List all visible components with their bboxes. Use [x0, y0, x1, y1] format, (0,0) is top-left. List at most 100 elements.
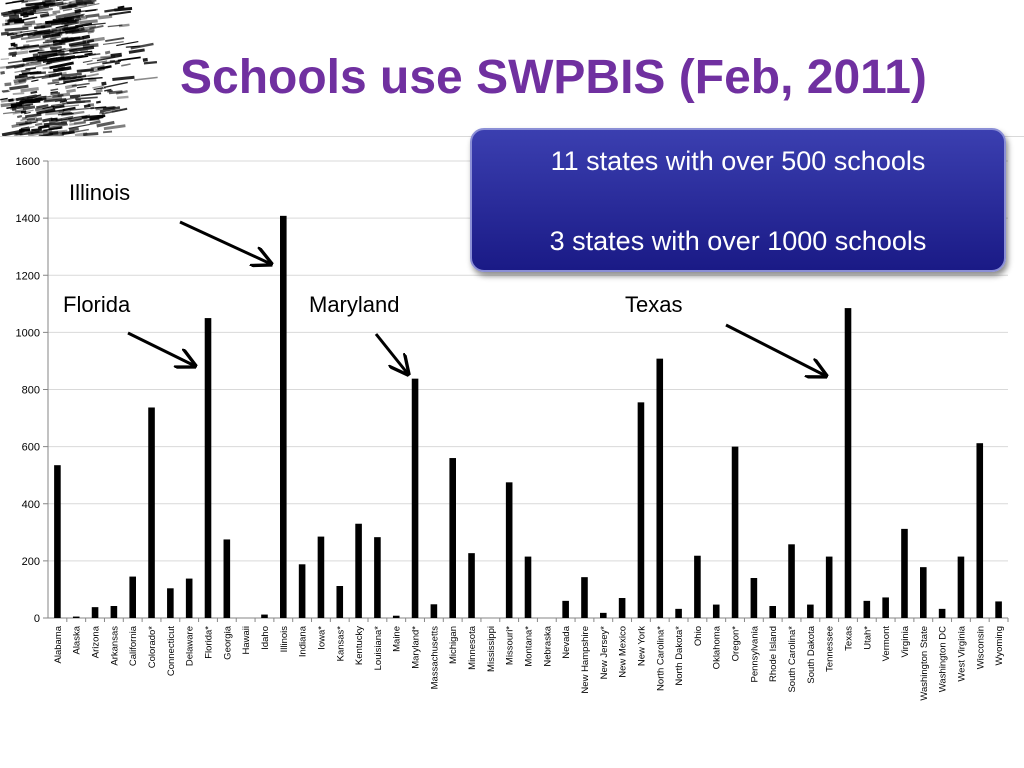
brush-stroke-mark	[46, 37, 57, 42]
brush-stroke-mark	[64, 21, 80, 27]
brush-stroke-mark	[69, 28, 95, 34]
x-tick-label: Washington State	[919, 626, 930, 701]
brush-stroke-mark	[26, 60, 44, 64]
brush-stroke-mark	[142, 57, 148, 62]
x-tick-label: Minnesota	[467, 625, 478, 670]
brush-stroke-mark	[5, 0, 25, 5]
brush-stroke-mark	[74, 8, 82, 14]
brush-stroke-mark	[0, 70, 5, 75]
bar	[261, 614, 268, 618]
slide-title: Schools use SWPBIS (Feb, 2011)	[180, 51, 927, 104]
brush-stroke-mark	[15, 121, 28, 125]
brush-stroke-mark	[90, 64, 105, 70]
brush-stroke-mark	[26, 118, 36, 121]
brush-stroke-mark	[98, 14, 113, 20]
brush-stroke-mark	[27, 34, 36, 38]
annotation-label-florida: Florida	[63, 292, 131, 317]
brush-stroke-mark	[61, 110, 85, 117]
brush-stroke-mark	[85, 9, 97, 13]
brush-stroke-mark	[80, 76, 103, 80]
y-tick-label: 0	[34, 613, 40, 625]
x-tick-label: Virginia	[900, 625, 911, 657]
x-tick-label: Wisconsin	[975, 626, 986, 669]
x-tick-label: Massachusetts	[429, 626, 440, 690]
x-tick-label: West Virginia	[956, 625, 967, 681]
brush-stroke-mark	[19, 121, 37, 126]
brush-stroke-mark	[66, 88, 76, 94]
brush-stroke-mark	[20, 126, 30, 129]
brush-stroke-mark	[35, 117, 43, 122]
brush-stroke-mark	[44, 39, 58, 42]
brush-stroke-mark	[74, 2, 100, 10]
brush-stroke-mark	[143, 60, 158, 65]
brush-stroke-mark	[117, 56, 141, 62]
brush-stroke-mark	[24, 111, 31, 115]
brush-stroke-mark	[44, 0, 52, 3]
bar	[825, 556, 833, 618]
brush-stroke-mark	[91, 56, 115, 60]
brush-stroke-mark	[23, 20, 36, 26]
brush-stroke-mark	[75, 96, 98, 100]
brush-stroke-mark	[15, 94, 38, 102]
brush-stroke-mark	[47, 81, 60, 85]
brush-stroke-mark	[76, 68, 94, 73]
bar	[863, 600, 871, 618]
bar	[731, 446, 739, 619]
bar	[110, 606, 118, 618]
brush-stroke-mark	[11, 107, 17, 111]
bar	[524, 556, 532, 618]
brush-stroke-mark	[86, 60, 108, 66]
brush-stroke-mark	[75, 22, 93, 28]
x-tick-label: Michigan	[448, 626, 459, 664]
brush-stroke-mark	[96, 100, 101, 104]
x-tick-label: Utah*	[862, 626, 873, 650]
brush-stroke-mark	[21, 5, 40, 12]
bar	[72, 616, 80, 618]
x-tick-label: Missouri*	[505, 626, 516, 665]
brush-stroke-mark	[34, 122, 43, 127]
brush-stroke-mark	[61, 4, 77, 10]
bar	[957, 556, 965, 618]
brush-stroke-mark	[25, 67, 36, 71]
bar	[430, 604, 438, 618]
brush-stroke-mark	[23, 15, 29, 18]
brush-stroke-mark	[69, 107, 95, 111]
brush-stroke-mark	[33, 11, 49, 15]
brush-stroke-mark	[36, 94, 42, 97]
brush-stroke-mark	[64, 13, 85, 19]
x-tick-label: New Hampshire	[580, 626, 591, 694]
brush-stroke-mark	[49, 45, 62, 50]
brush-stroke-mark	[20, 35, 42, 41]
y-tick-label: 1000	[16, 327, 40, 339]
brush-stroke-mark	[103, 81, 128, 89]
brush-stroke-mark	[82, 36, 105, 44]
brush-stroke-mark	[25, 1, 46, 7]
brush-stroke-mark	[64, 83, 77, 90]
brush-stroke-mark	[56, 3, 83, 7]
brush-stroke-mark	[10, 102, 23, 108]
brush-stroke-mark	[75, 0, 97, 4]
brush-stroke-mark	[27, 95, 47, 99]
x-tick-label: Illinois	[279, 626, 290, 653]
x-tick-label: Mississippi	[486, 626, 497, 672]
brush-stroke-mark	[73, 120, 87, 125]
brush-stroke-mark	[101, 81, 107, 86]
bar	[637, 402, 645, 618]
x-tick-label: Montana*	[524, 626, 535, 667]
brush-stroke-mark	[36, 108, 56, 115]
brush-stroke-mark	[89, 24, 104, 30]
bar	[505, 482, 513, 618]
brush-stroke-mark	[1, 89, 9, 93]
brush-stroke-mark	[68, 123, 91, 129]
brush-stroke-mark	[75, 98, 81, 101]
brush-stroke-mark	[1, 129, 25, 136]
brush-stroke-mark	[37, 124, 50, 129]
brush-stroke-decoration	[0, 0, 158, 136]
bar	[976, 443, 984, 618]
brush-stroke-mark	[21, 62, 42, 67]
brush-stroke-mark	[29, 48, 43, 54]
brush-stroke-mark	[46, 58, 57, 63]
x-tick-label: Kansas*	[335, 626, 346, 662]
brush-stroke-mark	[69, 45, 95, 53]
x-tick-label: Iowa*	[316, 626, 327, 650]
